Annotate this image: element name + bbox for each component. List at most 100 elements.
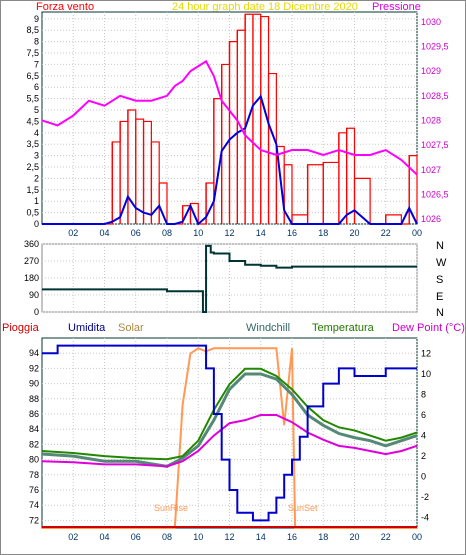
y-tick-label: 1028,5 [421,91,449,101]
compass-s: S [436,274,443,286]
y-tick-label: 8 [421,389,426,399]
bottom-grid [42,338,418,528]
mid-left-axis: 0 90 180 270 360 [24,239,39,317]
x-tick-label: 06 [131,228,141,238]
top-x-axis: 02 04 06 08 10 12 14 16 18 20 22 00 [68,228,422,238]
x-tick-label: 20 [349,228,359,238]
top-left-axis: 00,5 11,5 22,53 3,54 4,555,5 66,5 77,58 8,59 [26,14,39,229]
wind-direction-line [42,244,417,313]
compass-labels: N W S E N [436,240,447,319]
temperature-label: Temperatura [312,322,375,334]
y-tick-label: 7,5 [26,48,39,58]
y-tick-label: 5 [34,105,39,115]
solar-label: Solar [118,322,144,334]
x-tick-label: 02 [68,228,78,238]
y-tick-label: 1029 [421,66,441,76]
bottom-series [41,344,418,529]
pressure-label: Pressione [372,1,421,13]
wind-speed-line [42,94,418,226]
compass-w: W [436,257,447,269]
x-tick-label: 14 [256,228,266,238]
y-tick-label: 1,5 [26,185,39,195]
top-series [41,13,418,226]
y-tick-label: 7 [34,59,39,69]
x-tick-label: 00 [412,532,422,542]
y-tick-label: 270 [24,256,39,266]
y-tick-label: 1026 [421,214,441,224]
mid-grid [42,243,418,313]
y-tick-label: 72 [29,515,39,525]
y-tick-label: 8,5 [26,25,39,35]
y-tick-label: 76 [29,485,39,495]
y-tick-label: 74 [29,500,39,510]
y-tick-label: 0 [421,472,426,482]
windchill-label: Windchill [246,322,290,334]
y-tick-label: 90 [29,290,39,300]
mid-series [42,244,417,313]
y-tick-label: 9 [34,14,39,24]
x-tick-label: 04 [99,228,109,238]
sunset-label: SunSet [288,503,318,513]
y-tick-label: 4 [34,128,39,138]
x-tick-label: 20 [349,532,359,542]
y-tick-label: 10 [421,369,431,379]
rain-label: Pioggia [2,322,40,334]
temperature-humidity-chart: Pioggia Umidita Solar Windchill Temperat… [2,322,465,542]
x-tick-label: 04 [99,532,109,542]
x-tick-label: 10 [193,228,203,238]
dewpoint-label: Dew Point (°C) [392,322,465,334]
x-tick-label: 22 [381,532,391,542]
y-tick-label: -2 [421,492,429,502]
y-tick-label: 3 [34,151,39,161]
humidity-label: Umidita [68,322,106,334]
y-tick-label: 180 [24,273,39,283]
y-tick-label: 84 [29,424,39,434]
x-tick-label: 00 [412,228,422,238]
y-tick-label: 86 [29,409,39,419]
x-tick-label: 10 [193,532,203,542]
y-tick-label: 6 [34,82,39,92]
sunrise-label: SunRise [154,503,188,513]
y-tick-label: -4 [421,513,429,523]
y-tick-label: 80 [29,455,39,465]
y-tick-label: 2 [421,451,426,461]
y-tick-label: 8 [34,37,39,47]
temperature-line [41,367,418,461]
x-tick-label: 14 [256,532,266,542]
y-tick-label: 0 [34,219,39,229]
y-tick-label: 1029,5 [421,42,449,52]
y-tick-label: 1027 [421,165,441,175]
bottom-left-axis: 72 74 76 78 80 82 84 86 88 90 92 94 [29,348,39,525]
x-tick-label: 16 [287,532,297,542]
top-right-axis: 1026 1026,5 1027 1027,5 1028 1028,5 1029 1029,5… [421,17,449,224]
x-tick-label: 02 [68,532,78,542]
y-tick-label: 94 [29,348,39,358]
x-tick-label: 18 [318,228,328,238]
x-tick-label: 12 [224,228,234,238]
x-tick-label: 22 [381,228,391,238]
y-tick-label: 360 [24,239,39,249]
y-tick-label: 1 [34,196,39,206]
y-tick-label: 78 [29,470,39,480]
x-tick-label: 06 [131,532,141,542]
windchill-line [41,372,418,468]
y-tick-label: 4 [421,431,426,441]
y-tick-label: 82 [29,439,39,449]
x-tick-label: 08 [162,228,172,238]
x-tick-label: 08 [162,532,172,542]
solar-line [42,347,417,529]
dewpoint-line [41,414,418,468]
compass-e: E [436,291,443,303]
y-tick-label: 6,5 [26,71,39,81]
humidity-line [42,344,417,522]
chart-title: 24 hour graph date 18 Dicembre 2020 [172,1,358,13]
y-tick-label: 2,5 [26,162,39,172]
y-tick-label: 6 [421,410,426,420]
y-tick-label: 1028 [421,115,441,125]
pressure-line [41,59,418,176]
y-tick-label: 2 [34,173,39,183]
y-tick-label: 4,5 [26,116,39,126]
x-tick-label: 16 [287,228,297,238]
wind-direction-chart: 0 90 180 270 360 N W S E N [24,239,447,319]
